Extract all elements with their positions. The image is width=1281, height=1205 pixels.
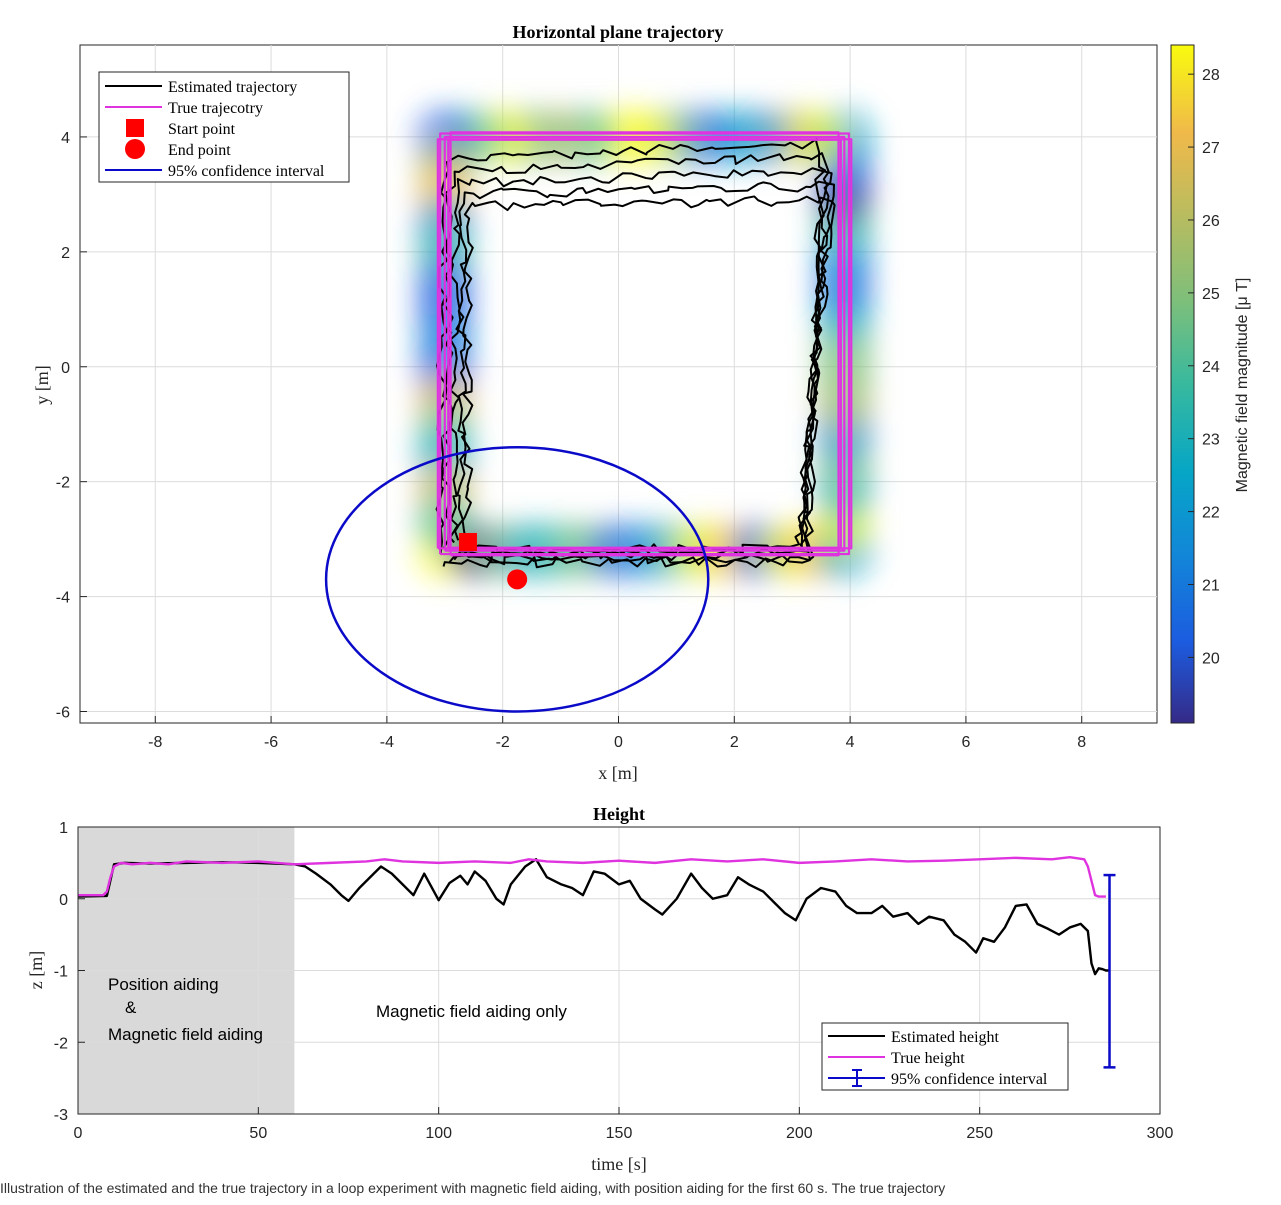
x-tick-label: 8 (1077, 734, 1086, 751)
y-tick-label: -2 (56, 475, 70, 492)
height-ylabel: z [m] (26, 951, 46, 989)
x-tick-label: 100 (425, 1125, 452, 1142)
x-tick-label: -4 (380, 734, 394, 751)
legend-end-label: End point (168, 142, 231, 159)
start-point-marker (458, 533, 477, 552)
confidence-ellipse (324, 445, 710, 713)
colorbar-tick-label: 20 (1202, 650, 1220, 667)
x-tick-label: 0 (614, 734, 623, 751)
height-title: Height (593, 804, 645, 824)
x-tick-label: 6 (961, 734, 970, 751)
colorbar-gradient (1170, 44, 1195, 724)
y-tick-label: -1 (54, 964, 68, 981)
height-confidence-interval (1103, 873, 1116, 1069)
height-legend: Estimated height True height 95% confide… (821, 1022, 1069, 1091)
y-tick-label: 0 (61, 360, 70, 377)
estimated-height-line (78, 858, 1110, 976)
x-tick-label: 200 (786, 1125, 813, 1142)
colorbar: 20 21 22 23 24 25 26 27 28 Magnetic field magnit… (1170, 44, 1251, 724)
legend-start-label: Start point (168, 121, 236, 138)
height-chart: 0 50 100 150 200 250 300 -3 -2 -1 0 1 Height time [… (26, 804, 1173, 1174)
colorbar-tick-label: 26 (1202, 213, 1220, 230)
legend-estimated-label: Estimated trajectory (168, 79, 297, 96)
true-height-line (78, 855, 1106, 898)
end-point-marker (507, 569, 528, 590)
colorbar-tick-label: 25 (1202, 286, 1220, 303)
legend-true-label: True trajecotry (168, 100, 263, 117)
legend-ci-label: 95% confidence interval (168, 163, 325, 180)
colorbar-tick-label: 24 (1202, 359, 1220, 376)
trajectory-ylabel: y [m] (32, 365, 52, 405)
legend-true-height-label: True height (891, 1050, 965, 1067)
annotation-position-aiding: Position aiding (108, 975, 219, 994)
colorbar-tick-label: 27 (1202, 140, 1220, 157)
y-tick-label: 2 (61, 245, 70, 262)
trajectory-xlabel: x [m] (598, 763, 638, 783)
y-tick-label: -3 (54, 1107, 68, 1124)
trajectory-tick-labels: -8 -6 -4 -2 0 2 4 6 8 -6 -4 -2 0 2 4 (56, 130, 1087, 751)
colorbar-tick-label: 23 (1202, 432, 1220, 449)
annotation-magnetic-field-aiding: Magnetic field aiding (108, 1025, 263, 1044)
annotation-magnetic-only: Magnetic field aiding only (376, 1002, 567, 1021)
colorbar-tick-label: 28 (1202, 67, 1220, 84)
legend-est-height-label: Estimated height (891, 1029, 1000, 1046)
height-tick-labels: 0 50 100 150 200 250 300 -3 -2 -1 0 1 (54, 820, 1174, 1142)
true-trajectory-lap (443, 135, 846, 552)
x-tick-label: 150 (606, 1125, 633, 1142)
x-tick-label: -2 (496, 734, 510, 751)
true-trajectory-lap (436, 138, 853, 550)
colorbar-tick-labels: 20 21 22 23 24 25 26 27 28 (1188, 67, 1220, 667)
x-tick-label: -6 (264, 734, 278, 751)
colorbar-tick-label: 21 (1202, 577, 1220, 594)
height-xlabel: time [s] (591, 1154, 647, 1174)
true-trajectory-lap (439, 132, 851, 556)
true-trajectory-lines (436, 131, 853, 557)
trajectory-title: Horizontal plane trajectory (513, 22, 724, 42)
annotation-ampersand: & (125, 998, 137, 1017)
legend-end-swatch (125, 139, 145, 159)
colorbar-label: Magnetic field magnitude [μ T] (1234, 278, 1251, 493)
true-trajectory-lap (449, 131, 840, 557)
figure-caption: Illustration of the estimated and the tr… (0, 1180, 946, 1196)
y-tick-label: 4 (61, 130, 70, 147)
colorbar-tick-label: 22 (1202, 505, 1220, 522)
y-tick-label: 0 (59, 892, 68, 909)
x-tick-label: 250 (966, 1125, 993, 1142)
legend-start-swatch (126, 119, 144, 137)
x-tick-label: -8 (148, 734, 162, 751)
x-tick-label: 300 (1147, 1125, 1174, 1142)
y-tick-label: -4 (56, 590, 70, 607)
y-tick-label: -6 (56, 705, 70, 722)
legend-ci-height-label: 95% confidence interval (891, 1071, 1048, 1088)
y-tick-label: -2 (54, 1035, 68, 1052)
x-tick-label: 50 (249, 1125, 267, 1142)
trajectory-legend: Estimated trajectory True trajecotry Sta… (98, 71, 350, 183)
x-tick-label: 2 (730, 734, 739, 751)
x-tick-label: 0 (74, 1125, 83, 1142)
x-tick-label: 4 (846, 734, 855, 751)
y-tick-label: 1 (59, 820, 68, 837)
height-axes-frame (77, 826, 1161, 1115)
